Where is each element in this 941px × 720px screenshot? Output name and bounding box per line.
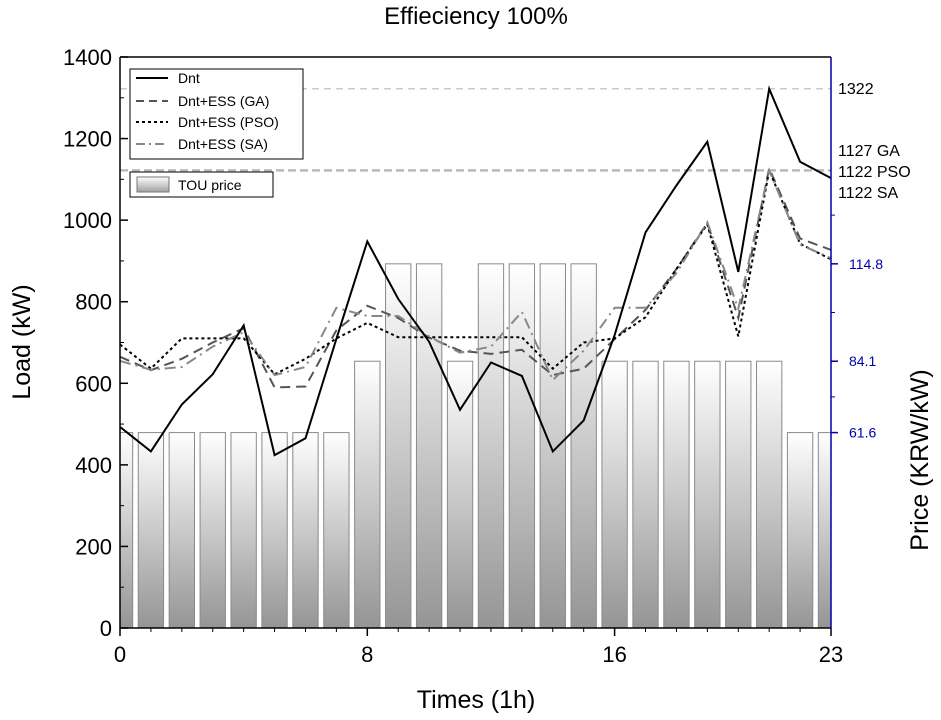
y-axis-label: Load (kW) <box>8 284 36 399</box>
y-tick-label: 1200 <box>63 127 112 152</box>
y-tick-label: 200 <box>75 534 112 559</box>
price-bar <box>570 263 597 629</box>
price-bar <box>446 360 474 629</box>
price-bar <box>168 432 196 629</box>
annotation-ga: 1127 GA <box>838 143 900 160</box>
price-bar <box>663 360 690 629</box>
price-bar <box>230 432 257 629</box>
reference-lines <box>120 88 831 172</box>
legend-label-tou: TOU price <box>178 177 242 193</box>
y2-tick-label: 61.6 <box>849 425 876 441</box>
legend-label-dnt: Dnt <box>178 70 200 86</box>
legend-label-sa: Dnt+ESS (SA) <box>178 136 268 152</box>
legend-label-ga: Dnt+ESS (GA) <box>178 93 269 109</box>
tou-price-bars <box>119 263 832 629</box>
x-tick-label: 8 <box>361 642 373 667</box>
x-axis-label: Times (1h) <box>417 686 536 714</box>
price-bar <box>508 263 536 629</box>
legend: Dnt Dnt+ESS (GA) Dnt+ESS (PSO) Dnt+ESS (… <box>129 68 304 198</box>
series-line <box>119 165 832 389</box>
price-bar <box>137 432 165 629</box>
ref-label-1322: 1322 <box>838 81 874 98</box>
price-bar <box>539 263 566 629</box>
ticks: 0 200 400 600 800 1000 1200 1400 0 8 16 23 61.6 84.1 1… <box>63 45 883 667</box>
price-bar <box>415 263 443 629</box>
series-line <box>119 167 832 382</box>
price-bar <box>199 432 226 629</box>
series-line <box>119 166 832 376</box>
series-line <box>119 85 832 457</box>
price-bar <box>817 432 832 629</box>
price-bar <box>323 432 350 629</box>
price-bar <box>725 360 752 629</box>
legend-swatch-tou <box>136 176 170 193</box>
y-tick-label: 1000 <box>63 208 112 233</box>
price-bar <box>385 263 412 629</box>
y-tick-label: 1400 <box>63 45 112 70</box>
y-tick-label: 600 <box>75 371 112 396</box>
right-annotations: 1322 1127 GA 1122 PSO 1122 SA <box>838 81 911 202</box>
legend-label-pso: Dnt+ESS (PSO) <box>178 114 279 130</box>
price-bar <box>632 360 659 629</box>
annotation-pso: 1122 PSO <box>838 164 911 181</box>
y2-tick-label: 84.1 <box>849 353 876 369</box>
x-tick-label: 16 <box>602 642 626 667</box>
price-bar <box>292 432 319 629</box>
x-tick-label: 0 <box>114 642 126 667</box>
chart-title: Effieciency 100% <box>384 3 568 30</box>
price-bar <box>601 360 628 629</box>
x-tick-label: 23 <box>819 642 843 667</box>
price-bar <box>354 360 381 629</box>
y2-tick-label: 114.8 <box>849 256 883 272</box>
y2-axis-label: Price (KRW/kW) <box>906 369 934 550</box>
price-bar <box>786 432 814 629</box>
annotation-sa: 1122 SA <box>838 185 899 202</box>
y-tick-label: 0 <box>100 616 112 641</box>
y-tick-label: 800 <box>75 290 112 315</box>
series-lines <box>119 85 832 457</box>
price-bar <box>261 432 288 629</box>
price-bar <box>477 263 505 629</box>
y-tick-label: 400 <box>75 453 112 478</box>
price-bar <box>694 360 721 629</box>
price-bar <box>119 432 134 629</box>
price-bar <box>755 360 783 629</box>
